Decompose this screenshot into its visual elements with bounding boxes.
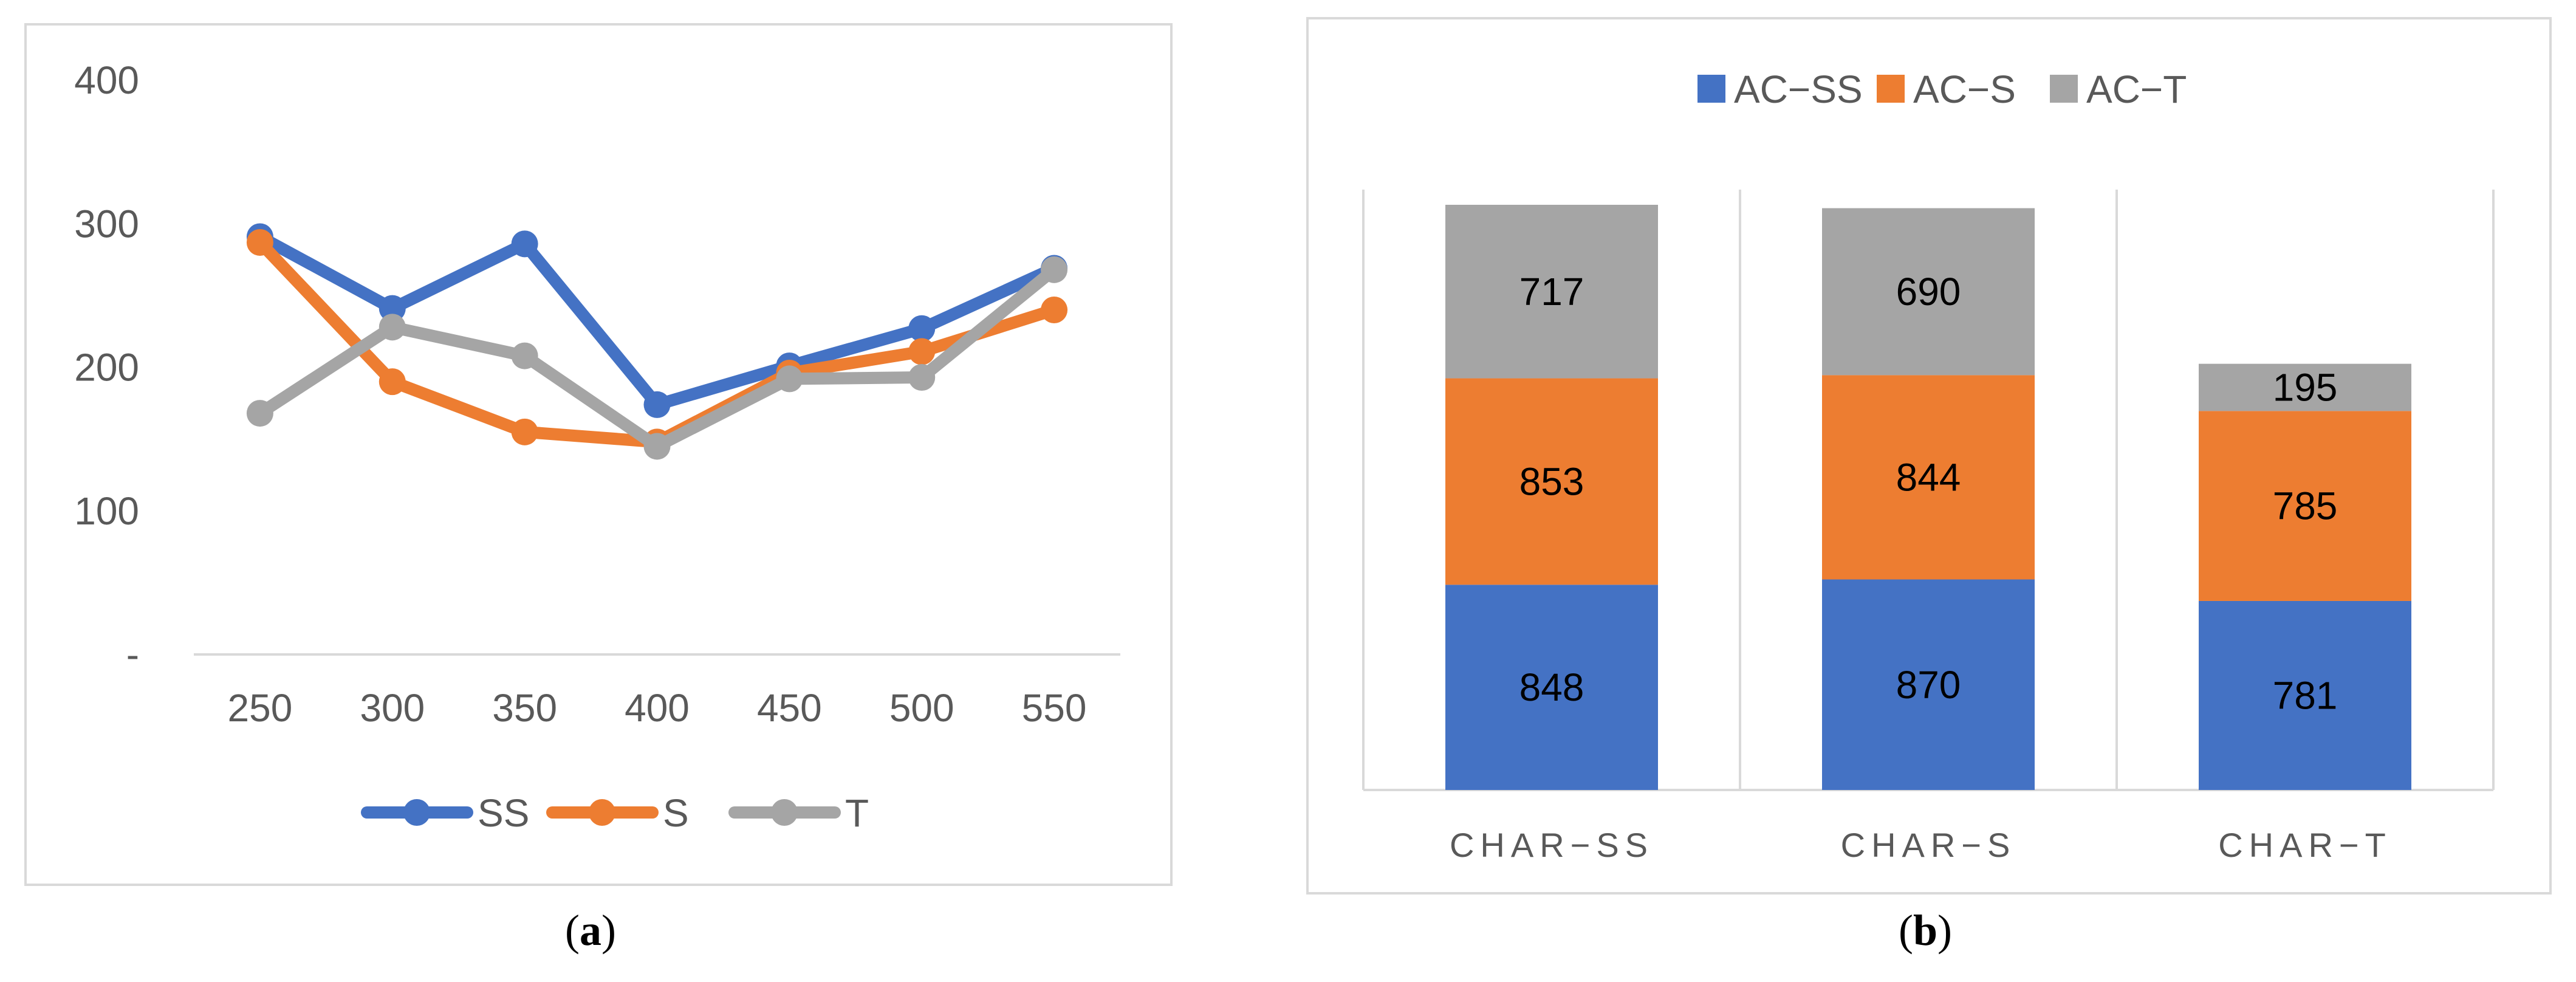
data-point [908,315,936,342]
legend-item-ac-ss: AC−SS [1697,67,1863,111]
legend-swatch [1697,75,1725,103]
data-label: 690 [1896,270,1961,314]
x-tick-label: 450 [757,686,822,730]
bar-segment-ac-ss [1822,579,2035,790]
legend-label: T [845,791,869,835]
caption-b-letter: b [1913,906,1938,955]
legend-item-ss: SS [361,791,529,835]
x-tick-label: 400 [625,686,690,730]
data-label: 195 [2273,365,2338,409]
caption-b: (b) [1899,906,1953,955]
caption-a-letter: a [579,906,601,955]
x-tick-label: 250 [228,686,293,730]
data-point [1041,256,1068,283]
legend-item-s: S [546,791,689,835]
y-tick-label: 200 [74,346,139,390]
stacked-bar-chart: 848 853 717 CHAR−SS 870 844 690 CHAR−S 781 785 195… [1362,67,2495,864]
x-tick-label: CHAR−SS [1450,826,1654,864]
data-label: 853 [1519,459,1584,503]
data-point [511,418,538,445]
legend-item-ac-t: AC−T [2050,67,2187,111]
bar-segment-ac-ss [1445,585,1658,790]
data-point [643,391,671,418]
data-point [908,338,936,365]
legend-marker [403,799,430,826]
caption-a: (a) [565,906,616,955]
data-label: 848 [1519,665,1584,709]
data-label: 870 [1896,663,1961,707]
x-tick-label: CHAR−S [1841,826,2016,864]
x-tick-label: CHAR−T [2218,826,2392,864]
x-tick-label: 550 [1022,686,1087,730]
legend-swatch [1877,75,1905,103]
bar-segment-ac-s [2199,411,2411,601]
legend-item-t: T [728,791,869,835]
bar-segment-ac-ss [2199,600,2411,790]
series-line [253,230,1061,411]
data-point [379,295,406,322]
data-label: 781 [2273,673,2338,717]
data-point [511,230,538,258]
data-point [1041,297,1068,323]
stacked-bar-chart-panel: 848 853 717 CHAR−SS 870 844 690 CHAR−S 781 785 195… [1306,17,2552,894]
y-tick-label: - [126,633,139,676]
y-tick-label: 400 [74,58,139,102]
series-ss [246,223,1068,418]
data-point [643,433,671,460]
legend-label: AC−T [2086,67,2187,111]
legend-item-ac-s: AC−S [1877,67,2016,111]
legend-marker [771,799,798,826]
bar-segment-ac-t [2199,363,2411,411]
legend-marker [589,799,615,826]
legend-label: AC−SS [1734,67,1863,111]
legend-label: SS [478,791,529,835]
legend-swatch [2050,75,2078,103]
data-point [908,364,936,391]
legend-label: S [663,791,689,835]
x-tick-label: 350 [492,686,557,730]
data-point [246,228,273,256]
data-label: 844 [1896,455,1961,499]
data-point [776,365,803,393]
data-label: 785 [2273,484,2338,528]
bar-segment-ac-t [1445,205,1658,379]
bar-segment-ac-s [1822,375,2035,580]
legend-label: AC−S [1913,67,2016,111]
y-tick-label: 100 [74,489,139,533]
y-tick-label: 300 [74,202,139,246]
x-tick-label: 500 [889,686,954,730]
x-tick-label: 300 [360,686,425,730]
bar-segment-ac-t [1822,208,2035,376]
data-point [379,314,406,341]
series-t [246,256,1068,460]
line-chart-panel: -100 200 300 400 250 300 350 400 450 500 550 SS S T [24,23,1173,886]
data-label: 717 [1519,270,1584,314]
data-point [511,342,538,369]
data-point [379,368,406,396]
data-point [246,400,273,427]
bar-segment-ac-s [1445,378,1658,585]
